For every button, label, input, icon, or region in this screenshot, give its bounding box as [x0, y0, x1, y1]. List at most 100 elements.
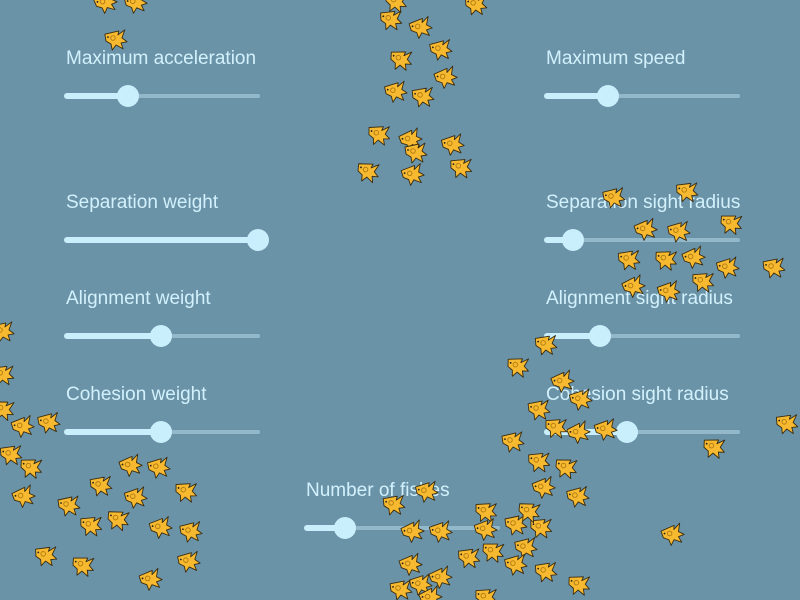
angelfish-icon	[10, 483, 38, 510]
separation-weight-label: Separation weight	[66, 192, 219, 213]
angelfish-icon	[565, 485, 591, 509]
slider-track	[544, 334, 740, 338]
angelfish-icon	[0, 397, 17, 423]
angelfish-icon	[33, 544, 59, 568]
angelfish-icon	[700, 435, 728, 461]
alignment-sight-radius-slider[interactable]	[542, 325, 742, 347]
angelfish-icon	[428, 38, 454, 62]
separation-weight-slider[interactable]	[62, 229, 269, 251]
angelfish-icon	[173, 480, 199, 505]
angelfish-icon	[57, 495, 81, 517]
angelfish-icon	[408, 573, 434, 597]
slider-fill	[64, 93, 129, 99]
angelfish-icon	[616, 248, 642, 272]
separation-sight-radius-slider[interactable]	[542, 229, 742, 251]
angelfish-icon	[473, 586, 499, 600]
slider-thumb[interactable]	[597, 85, 620, 107]
angelfish-icon	[389, 579, 413, 600]
slider-thumb[interactable]	[150, 325, 172, 347]
angelfish-icon	[17, 455, 45, 481]
slider-thumb[interactable]	[333, 517, 356, 539]
angelfish-icon	[146, 456, 172, 480]
number-of-fishes-slider[interactable]	[302, 517, 502, 539]
angelfish-icon	[104, 507, 132, 534]
angelfish-icon	[440, 133, 466, 157]
angelfish-icon	[432, 65, 460, 91]
angelfish-icon	[565, 572, 593, 598]
angelfish-icon	[400, 162, 426, 187]
angelfish-icon	[717, 211, 745, 237]
angelfish-icon	[137, 567, 165, 593]
angelfish-icon	[404, 142, 428, 164]
angelfish-icon	[762, 257, 786, 279]
slider-thumb[interactable]	[247, 229, 269, 251]
angelfish-icon	[473, 500, 499, 525]
angelfish-icon	[397, 126, 425, 153]
angelfish-icon	[123, 0, 149, 15]
angelfish-icon	[659, 522, 687, 548]
angelfish-icon	[78, 514, 104, 538]
slider-fill	[64, 429, 161, 435]
angelfish-icon	[397, 552, 425, 578]
slider-fill	[544, 93, 609, 99]
max-acceleration-slider[interactable]	[62, 85, 262, 107]
cohesion-weight-slider[interactable]	[62, 421, 262, 443]
angelfish-icon	[366, 123, 392, 148]
separation-sight-radius-label: Separation sight radius	[546, 192, 741, 213]
angelfish-icon	[680, 245, 708, 271]
angelfish-icon	[417, 584, 445, 600]
angelfish-icon	[69, 553, 97, 579]
angelfish-icon	[123, 486, 149, 510]
angelfish-icon	[463, 0, 489, 17]
angelfish-icon	[515, 499, 543, 526]
angelfish-icon	[117, 453, 145, 479]
slider-fill	[544, 429, 628, 435]
angelfish-icon	[382, 0, 410, 15]
angelfish-icon	[354, 159, 382, 186]
angelfish-icon	[456, 546, 482, 570]
angelfish-icon	[514, 537, 538, 559]
slider-fill	[544, 237, 574, 243]
angelfish-icon	[479, 539, 507, 565]
angelfish-icon	[504, 354, 532, 380]
slider-fill	[64, 237, 258, 243]
angelfish-icon	[0, 363, 16, 387]
cohesion-sight-radius-label: Cohesion sight radius	[546, 384, 729, 405]
angelfish-icon	[526, 450, 552, 474]
slider-fill	[304, 525, 345, 531]
slider-track	[544, 94, 740, 98]
slider-thumb[interactable]	[150, 421, 172, 443]
alignment-weight-label: Alignment weight	[66, 288, 211, 309]
angelfish-icon	[383, 80, 409, 104]
max-speed-label: Maximum speed	[546, 48, 686, 69]
angelfish-icon	[176, 550, 202, 574]
angelfish-icon	[774, 412, 800, 436]
angelfish-icon	[503, 553, 529, 577]
angelfish-icon	[378, 8, 404, 32]
slider-fill	[544, 333, 601, 339]
angelfish-icon	[92, 0, 120, 16]
max-acceleration-label: Maximum acceleration	[66, 48, 257, 69]
slider-thumb[interactable]	[117, 85, 140, 107]
alignment-weight-slider[interactable]	[62, 325, 262, 347]
angelfish-icon	[148, 515, 174, 540]
alignment-sight-radius-label: Alignment sight radius	[546, 288, 733, 309]
angelfish-icon	[407, 15, 435, 41]
angelfish-icon	[179, 521, 203, 543]
angelfish-icon	[504, 514, 528, 536]
angelfish-icon	[0, 443, 24, 467]
cohesion-weight-label: Cohesion weight	[66, 384, 207, 405]
slider-thumb[interactable]	[616, 421, 639, 443]
angelfish-icon	[411, 86, 435, 108]
cohesion-sight-radius-slider[interactable]	[542, 421, 742, 443]
slider-fill	[64, 333, 161, 339]
slider-thumb[interactable]	[562, 229, 585, 251]
angelfish-icon	[448, 156, 474, 180]
max-speed-slider[interactable]	[542, 85, 742, 107]
angelfish-icon	[0, 321, 15, 343]
angelfish-icon	[36, 411, 62, 435]
angelfish-icon	[530, 475, 558, 501]
angelfish-icon	[387, 47, 415, 73]
angelfish-icon	[427, 565, 455, 591]
slider-thumb[interactable]	[589, 325, 612, 347]
